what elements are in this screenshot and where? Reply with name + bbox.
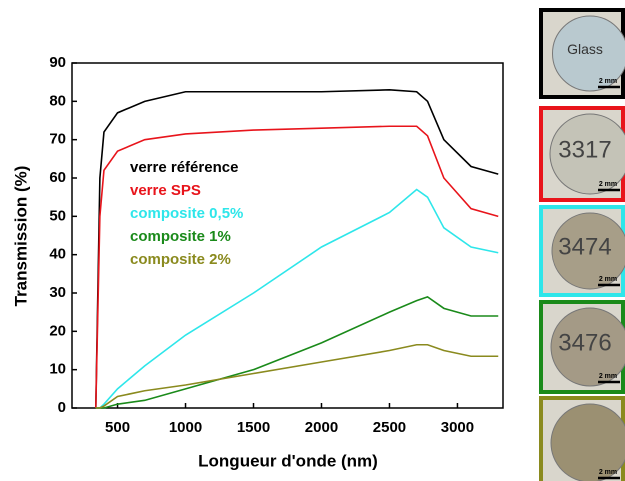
- scale-label: 2 mm: [599, 469, 617, 476]
- series-line: [95, 343, 499, 409]
- series-line: [95, 188, 499, 409]
- sample-label: 3317: [558, 136, 611, 163]
- scale-label: 2 mm: [599, 373, 617, 380]
- x-tick-label: 1000: [169, 419, 202, 436]
- x-tick-label: 2500: [373, 419, 406, 436]
- sample-label: Glass: [567, 41, 603, 57]
- y-tick-label: 50: [49, 207, 66, 224]
- x-tick-label: 3000: [441, 419, 474, 436]
- sample-label: 3476: [558, 329, 611, 356]
- sample-disc: [552, 15, 625, 92]
- scale-label: 2 mm: [599, 181, 617, 188]
- y-tick-label: 80: [49, 92, 66, 109]
- legend-entry: composite 0,5%: [130, 205, 243, 222]
- scale-label: 2 mm: [599, 276, 617, 283]
- plot-frame: [71, 62, 504, 409]
- sample-photo: 3476 2 mm: [539, 300, 625, 394]
- sample-disc: [550, 307, 625, 387]
- y-tick-label: 40: [49, 246, 66, 263]
- y-axis-label: Transmission (%): [11, 166, 30, 307]
- series-line: [94, 125, 499, 409]
- sample-disc: [549, 113, 625, 195]
- y-tick-label: 70: [49, 131, 66, 148]
- legend-entry: composite 1%: [130, 228, 231, 245]
- series-line: [94, 89, 499, 409]
- sample-photo: Glass 2 mm: [539, 8, 625, 99]
- x-axis-label: Longueur d'onde (nm): [198, 451, 378, 470]
- sample-photo: 3474 2 mm: [539, 205, 625, 297]
- legend-entry: verre référence: [130, 159, 238, 176]
- scale-label: 2 mm: [599, 78, 617, 85]
- y-tick-label: 60: [49, 169, 66, 186]
- x-tick-label: 2000: [305, 419, 338, 436]
- series-line: [95, 295, 499, 409]
- y-tick-label: 90: [49, 54, 66, 71]
- legend-entry: composite 2%: [130, 251, 231, 268]
- x-tick-label: 1500: [237, 419, 270, 436]
- x-tick-label: 500: [105, 419, 130, 436]
- y-tick-label: 0: [58, 399, 66, 416]
- sample-label: 3474: [558, 233, 611, 260]
- y-tick-label: 10: [49, 361, 66, 378]
- legend-entry: verre SPS: [130, 182, 201, 199]
- y-tick-label: 20: [49, 322, 66, 339]
- sample-photo: 2 mm: [539, 396, 625, 481]
- y-tick-label: 30: [49, 284, 66, 301]
- sample-disc: [550, 403, 625, 481]
- sample-photo: 3317 2 mm: [539, 106, 625, 202]
- sample-disc: [551, 212, 625, 290]
